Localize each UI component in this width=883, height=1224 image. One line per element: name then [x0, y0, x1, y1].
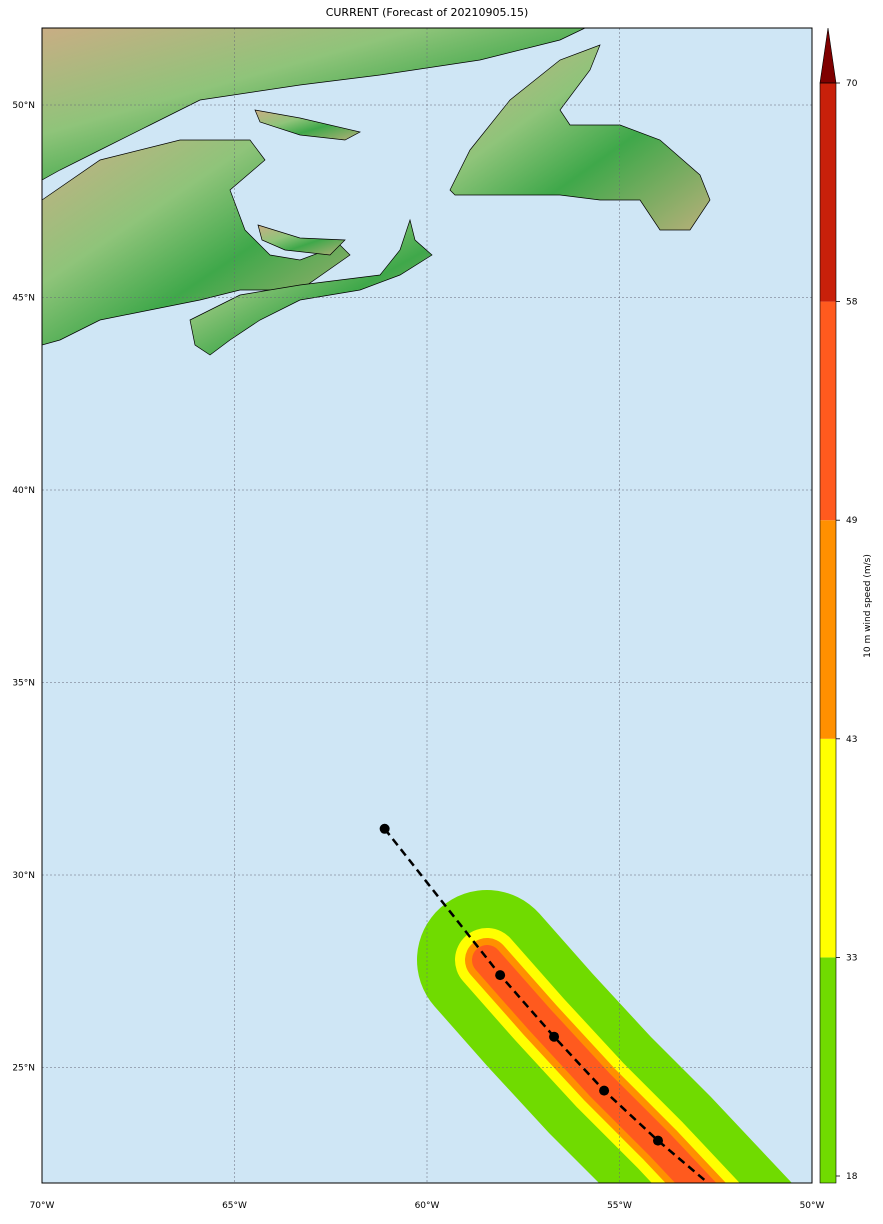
land-pei	[257, 224, 346, 256]
track-point	[653, 1135, 663, 1146]
track	[379, 823, 709, 1183]
axes: 70°W 65°W 60°W 55°W 50°W 25°N 30°N 35°N 40°N 45°N…	[12, 101, 824, 1211]
map-area	[42, 28, 812, 1183]
colorbar-tick-label: 58	[846, 298, 858, 308]
colorbar-tick-label: 49	[846, 516, 858, 526]
colorbar-tick-label: 70	[846, 79, 858, 89]
y-tick-label: 40°N	[12, 486, 35, 496]
land-anticosti	[254, 109, 361, 141]
colorbar-tick-label: 18	[846, 1172, 858, 1182]
colorbar-segment	[820, 83, 836, 302]
x-tick-label: 65°W	[222, 1201, 247, 1211]
map-frame	[41, 27, 813, 1184]
colorbar-tick-label: 33	[846, 953, 857, 963]
colorbar-segment	[820, 520, 836, 739]
wind-swath	[417, 890, 792, 1183]
x-tick-label: 55°W	[607, 1201, 632, 1211]
colorbar-tick-label: 43	[846, 735, 857, 745]
land-newfoundland	[449, 44, 711, 231]
colorbar-frame	[819, 82, 837, 1184]
grid	[42, 28, 812, 1183]
y-tick-label: 25°N	[12, 1064, 35, 1074]
track-point	[549, 1031, 560, 1042]
land-quebec	[42, 28, 586, 181]
y-tick-label: 45°N	[12, 294, 35, 304]
colorbar: 18 33 43 49 58 70	[819, 27, 858, 1184]
colorbar-extend	[819, 27, 837, 84]
y-tick-label: 50°N	[12, 101, 35, 111]
colorbar-segment	[820, 301, 836, 521]
land-nova-scotia	[189, 218, 433, 356]
track-line	[383, 828, 709, 1183]
swath-red	[472, 945, 717, 1183]
map-title: CURRENT (Forecast of 20210905.15)	[326, 6, 529, 19]
colorbar-label: 10 m wind speed (m/s)	[863, 554, 873, 658]
track-point	[495, 970, 506, 981]
colorbar-segment	[820, 738, 836, 958]
y-tick-label: 35°N	[12, 679, 35, 689]
colorbar-segment	[820, 957, 836, 1183]
x-tick-label: 70°W	[30, 1201, 55, 1211]
x-tick-label: 60°W	[415, 1201, 440, 1211]
y-tick-label: 30°N	[12, 871, 35, 881]
track-point	[379, 823, 390, 834]
x-tick-label: 50°W	[800, 1201, 825, 1211]
track-point	[599, 1085, 610, 1096]
